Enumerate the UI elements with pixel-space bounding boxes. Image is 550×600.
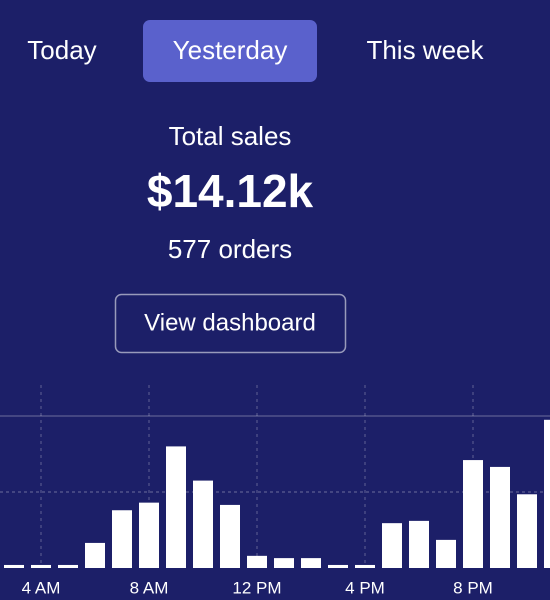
bar	[274, 558, 294, 568]
bar	[112, 510, 132, 568]
bar	[490, 466, 510, 568]
selected-tab-background[interactable]	[143, 20, 317, 82]
x-tick-label: 8 PM	[453, 578, 493, 597]
x-tick-label: 4 AM	[22, 578, 61, 597]
bar	[31, 564, 51, 568]
x-tick-label: 12 PM	[232, 578, 281, 597]
bar	[436, 539, 456, 568]
chart: 4 AM 8 AM 12 PM 4 PM 8 PM	[0, 385, 550, 597]
bar	[4, 564, 24, 568]
tab[interactable]: Yesterday	[173, 35, 288, 65]
bar	[247, 555, 267, 568]
bar	[409, 520, 429, 568]
bar	[58, 564, 78, 568]
bar	[220, 504, 240, 568]
summary-orders: 577 orders	[168, 234, 292, 264]
bar	[139, 502, 159, 568]
tab[interactable]: This week	[366, 35, 484, 65]
bar	[328, 564, 348, 568]
bar	[85, 542, 105, 568]
button-border[interactable]	[114, 293, 347, 354]
bar	[193, 480, 213, 568]
summary-label: Total sales	[169, 121, 292, 151]
summary-value: $14.12k	[147, 165, 314, 217]
bar	[166, 446, 186, 568]
bar	[301, 558, 321, 568]
bar	[463, 460, 483, 568]
tab[interactable]: Today	[27, 35, 96, 65]
x-tick-label: 8 AM	[130, 578, 169, 597]
bar	[544, 419, 550, 568]
bar	[382, 523, 402, 568]
view-dashboard-button[interactable]: View dashboard	[114, 293, 347, 354]
button-label[interactable]: View dashboard	[144, 309, 316, 336]
x-tick-label: 4 PM	[345, 578, 385, 597]
bar	[517, 494, 537, 568]
tab-bar: Today Yesterday This week	[27, 20, 485, 82]
bar	[355, 564, 375, 568]
